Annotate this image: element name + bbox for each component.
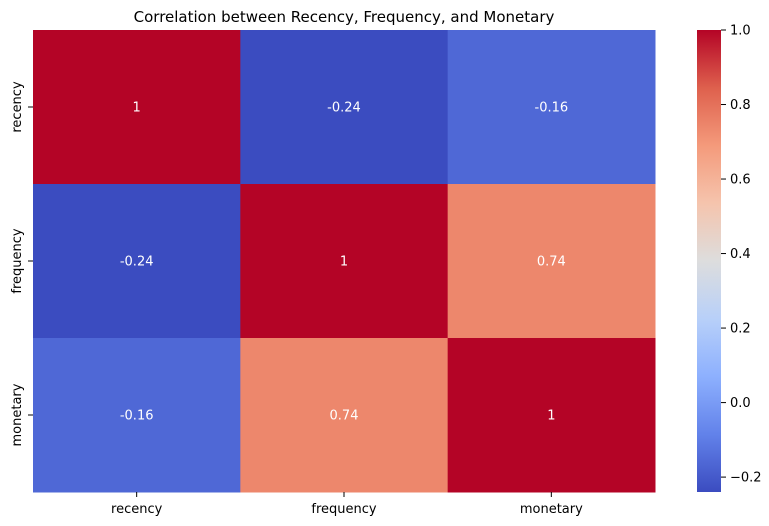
- y-tick-label: recency: [10, 81, 25, 133]
- cell-annotation: -0.16: [120, 409, 154, 424]
- colorbar: −0.2 0.0 0.2 0.4 0.6 0.8 1.0: [697, 24, 762, 492]
- cell-annotation: -0.24: [120, 255, 154, 270]
- cell-annotation: -0.24: [327, 101, 361, 116]
- heatmap-cell: [240, 184, 449, 339]
- cell-annotation: 1: [340, 255, 348, 270]
- cell-annotation: 1: [133, 101, 141, 116]
- colorbar-tick-label: 0.6: [730, 173, 751, 188]
- colorbar-gradient: [697, 30, 721, 492]
- heatmap-cell: [447, 338, 656, 493]
- colorbar-tick-label: 0.2: [730, 322, 751, 337]
- cell-annotation: 0.74: [330, 409, 359, 424]
- y-tick-label: frequency: [10, 228, 25, 294]
- colorbar-tick-label: 0.0: [730, 396, 751, 411]
- x-tick-label: recency: [111, 502, 163, 517]
- colorbar-tick-label: −0.2: [730, 471, 762, 486]
- x-tick-label: monetary: [520, 502, 583, 517]
- heatmap-cell: [33, 338, 241, 493]
- heatmap-cell: [240, 338, 449, 493]
- x-axis: recency frequency monetary: [111, 492, 583, 517]
- cell-annotations: 1 -0.24 -0.16 -0.24 1 0.74 -0.16 0.74 1: [120, 101, 568, 424]
- y-tick-label: monetary: [10, 383, 25, 446]
- y-axis: recency frequency monetary: [10, 81, 33, 446]
- cell-annotation: 0.74: [537, 255, 566, 270]
- chart-title: Correlation between Recency, Frequency, …: [134, 8, 555, 26]
- colorbar-tick-label: 1.0: [730, 24, 751, 39]
- colorbar-tick-label: 0.8: [730, 98, 751, 113]
- heatmap-cells: [33, 30, 656, 493]
- heatmap-cell: [447, 184, 656, 339]
- heatmap-cell: [33, 184, 241, 339]
- colorbar-tick-label: 0.4: [730, 247, 751, 262]
- heatmap-cell: [447, 30, 656, 185]
- heatmap-cell: [240, 30, 449, 185]
- heatmap-cell: [33, 30, 241, 185]
- cell-annotation: -0.16: [535, 101, 569, 116]
- x-tick-label: frequency: [311, 502, 377, 517]
- cell-annotation: 1: [547, 409, 555, 424]
